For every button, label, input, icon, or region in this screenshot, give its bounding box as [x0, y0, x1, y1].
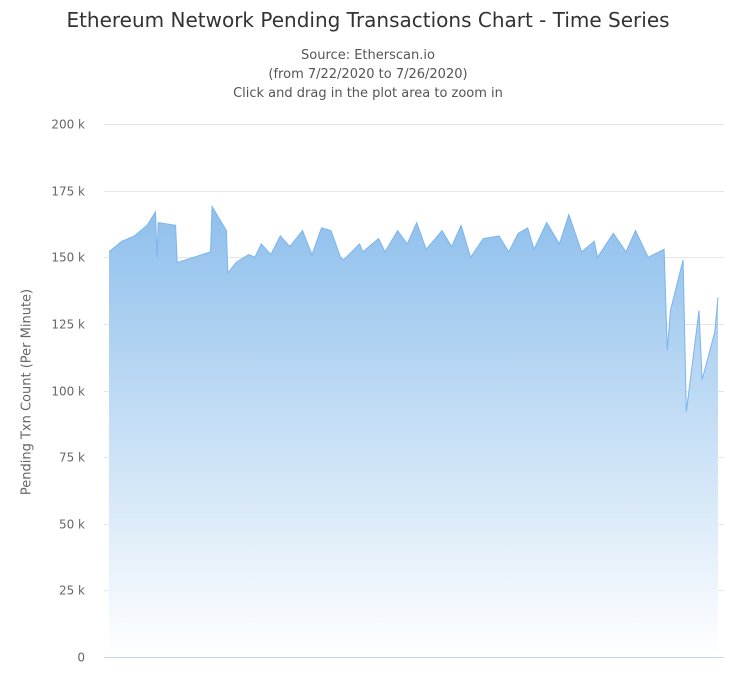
series-layer	[108, 204, 719, 657]
y-axis-ticks: 0 25 k 50 k 75 k 100 k 125 k 150 k 175 k 200 k	[51, 118, 85, 665]
y-tick-label: 125 k	[51, 318, 85, 332]
y-tick-label: 175 k	[51, 185, 85, 199]
chart-subtitle-source: Source: Etherscan.io	[301, 48, 435, 63]
y-tick-label: 100 k	[51, 385, 85, 399]
y-tick-label: 0	[77, 651, 85, 665]
y-tick-label: 200 k	[51, 118, 85, 132]
series-line	[108, 204, 719, 412]
chart-title: Ethereum Network Pending Transactions Ch…	[66, 8, 670, 32]
y-tick-label: 25 k	[59, 584, 85, 598]
y-tick-label: 75 k	[59, 451, 85, 465]
chart-subtitle-date-range: (from 7/22/2020 to 7/26/2020)	[268, 67, 468, 82]
y-tick-label: 50 k	[59, 518, 85, 532]
chart-subtitle-zoom-hint: Click and drag in the plot area to zoom …	[233, 86, 503, 101]
y-tick-label: 150 k	[51, 251, 85, 265]
series-area	[109, 206, 718, 657]
